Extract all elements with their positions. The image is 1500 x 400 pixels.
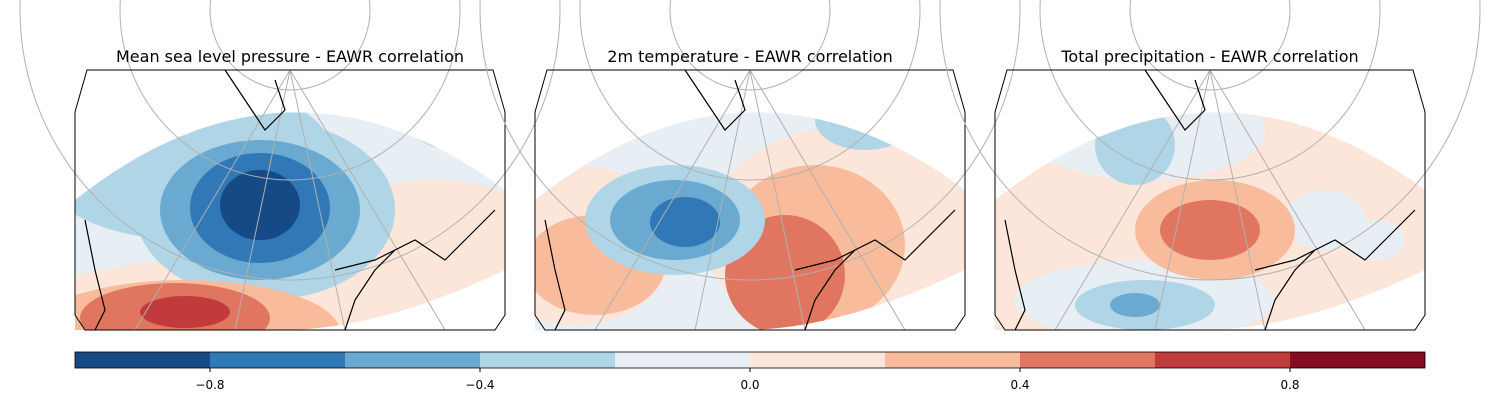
coastline [544, 69, 956, 331]
colorbar-segment [1020, 352, 1155, 368]
graticule-line [1129, 0, 1291, 91]
contour-region [1285, 190, 1365, 250]
map-frame [994, 69, 1426, 331]
contour-region [220, 170, 300, 240]
graticule-line [579, 0, 921, 181]
colorbar-tick-label: 0.4 [1010, 378, 1029, 392]
panel-title: Total precipitation - EAWR correlation [1060, 47, 1358, 66]
map-frame [534, 69, 966, 331]
data-field [995, 112, 1425, 331]
contour-region [1345, 220, 1405, 260]
graticule-line [289, 69, 446, 331]
graticule-line [1209, 69, 1266, 331]
colorbar-tick-label: −0.4 [465, 378, 494, 392]
graticule-line [669, 0, 831, 91]
colorbar-segment [615, 352, 750, 368]
contour-region [140, 296, 230, 328]
graticule-line [1039, 0, 1381, 181]
panel-title: Mean sea level pressure - EAWR correlati… [116, 47, 464, 66]
contour-region [1160, 200, 1260, 260]
graticule-line [1209, 69, 1366, 331]
colorbar-segment [750, 352, 885, 368]
colorbar-tick-label: 0.8 [1280, 378, 1299, 392]
coastline [1004, 69, 1416, 331]
graticule-line [119, 0, 461, 181]
colorbar-segment [75, 352, 210, 368]
colorbar-tick-label: −0.8 [195, 378, 224, 392]
colorbar-segment [345, 352, 480, 368]
map-panel [19, 0, 561, 331]
graticule-line [479, 0, 1021, 281]
contour-region [815, 112, 915, 150]
map-frame [74, 69, 506, 331]
graticule-line [594, 69, 751, 331]
contour-region [1110, 293, 1160, 317]
graticule-line [134, 69, 291, 331]
contour-region [415, 112, 495, 150]
panel-title: 2m temperature - EAWR correlation [607, 47, 892, 66]
graticule-line [19, 0, 561, 281]
data-field [535, 112, 965, 331]
colorbar-segment [885, 352, 1020, 368]
graticule-line [749, 69, 906, 331]
graticule [939, 0, 1481, 331]
colorbar-segment [1290, 352, 1425, 368]
graticule-line [939, 0, 1481, 281]
graticule-line [289, 69, 346, 331]
colorbar-segment [480, 352, 615, 368]
data-field [75, 112, 505, 331]
colorbar-tick-label: 0.0 [740, 378, 759, 392]
graticule-line [1054, 69, 1211, 331]
graticule [479, 0, 1021, 331]
contour-region [650, 197, 720, 247]
colorbar-segment [210, 352, 345, 368]
graticule-line [749, 69, 806, 331]
map-panel [939, 0, 1481, 331]
graticule-line [209, 0, 371, 91]
coastline [84, 69, 496, 331]
colorbar-segment [1155, 352, 1290, 368]
